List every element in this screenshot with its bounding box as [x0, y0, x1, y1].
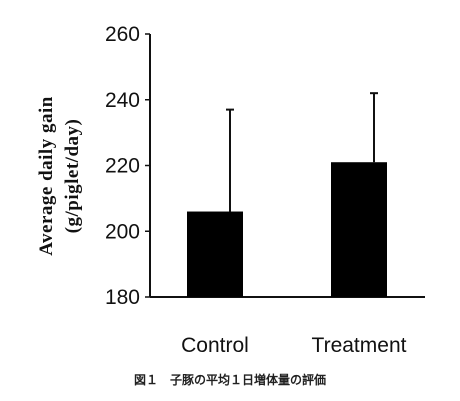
bar-chart: Average daily gain (g/piglet/day) 180 200…	[36, 23, 425, 357]
x-tick-labels: Control Treatment	[181, 334, 406, 357]
y-axis-label-line1: Average daily gain	[36, 96, 57, 256]
y-ticks: 180 200 220 240 260	[105, 23, 150, 309]
bar	[331, 162, 387, 297]
bar	[187, 211, 243, 297]
bars	[187, 162, 387, 297]
y-tick-label: 180	[105, 286, 140, 309]
x-tick-label: Treatment	[312, 334, 407, 357]
x-tick-label: Control	[181, 334, 249, 357]
y-tick-label: 260	[105, 23, 140, 46]
figure-caption: 図１ 子豚の平均１日増体量の評価	[133, 373, 326, 387]
y-tick-label: 200	[105, 220, 140, 243]
y-axis-label-group: Average daily gain (g/piglet/day)	[36, 96, 83, 256]
y-tick-label: 240	[105, 89, 140, 112]
y-tick-label: 220	[105, 155, 140, 178]
error-bars	[226, 92, 378, 212]
y-axis-label-line2: (g/piglet/day)	[62, 119, 83, 234]
